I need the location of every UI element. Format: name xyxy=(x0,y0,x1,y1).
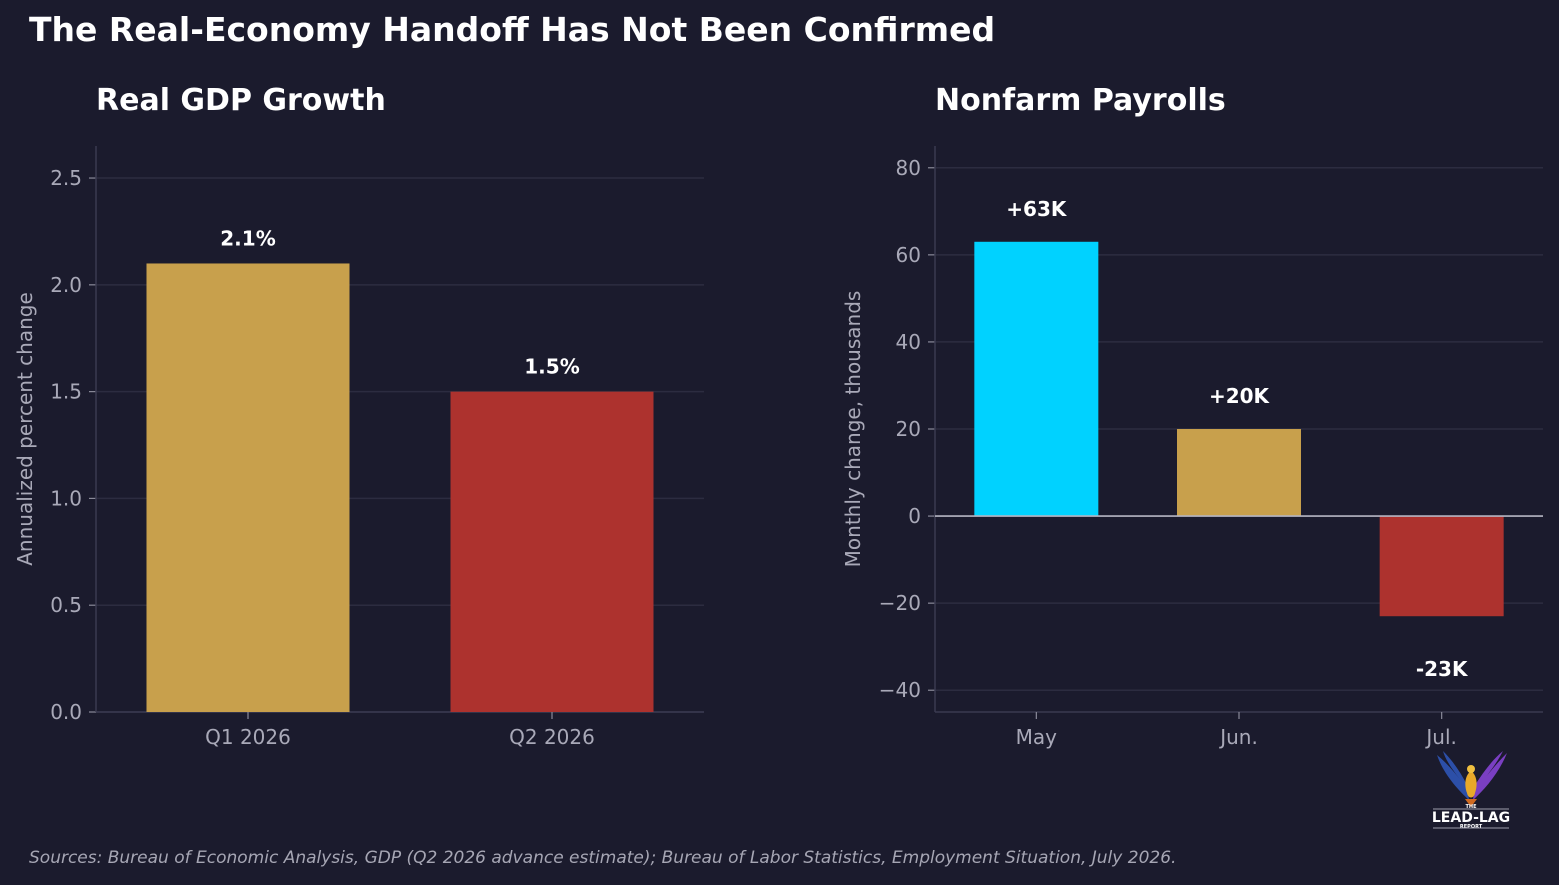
y-tick-label: 0.0 xyxy=(50,700,82,724)
payrolls-chart-panel: Nonfarm Payrolls −40 −20 0 20 40 60 80 Monthly c… xyxy=(841,83,1543,749)
data-label: 1.5% xyxy=(524,355,579,379)
gdp-y-axis-title: Annualized percent change xyxy=(13,292,37,566)
data-label: +63K xyxy=(1006,197,1068,221)
gdp-chart-panel: Real GDP Growth 0.0 0.5 1.0 1.5 2.0 2.5 Annuali… xyxy=(13,83,704,749)
logo-text-bottom: REPORT xyxy=(1460,824,1483,830)
bar-q1-2026 xyxy=(146,263,350,712)
x-tick-label: Jun. xyxy=(1218,725,1258,749)
page-title: The Real-Economy Handoff Has Not Been Co… xyxy=(29,10,996,49)
y-tick-label: 20 xyxy=(896,417,921,441)
y-tick-label: 0.5 xyxy=(50,593,82,617)
data-label: +20K xyxy=(1209,384,1271,408)
y-tick-label: 80 xyxy=(896,156,921,180)
y-tick-label: 0 xyxy=(908,504,921,528)
bar-q2-2026 xyxy=(450,391,654,712)
phoenix-body-icon xyxy=(1465,771,1477,798)
logo-text-main: LEAD-LAG xyxy=(1432,810,1510,826)
logo-text-top: THE xyxy=(1465,804,1477,810)
x-tick-label: May xyxy=(1016,725,1058,749)
data-label: 2.1% xyxy=(220,226,275,250)
phoenix-right-wing-icon xyxy=(1473,751,1507,800)
bar-may xyxy=(974,241,1099,517)
y-tick-label: −20 xyxy=(879,591,921,615)
gdp-chart-title: Real GDP Growth xyxy=(96,83,386,118)
data-label: -23K xyxy=(1416,657,1469,681)
x-tick-label: Jul. xyxy=(1424,725,1457,749)
lead-lag-report-logo: THE LEAD-LAG REPORT xyxy=(1432,751,1510,830)
y-tick-label: 1.0 xyxy=(50,486,82,510)
phoenix-head-icon xyxy=(1467,765,1475,773)
x-tick-label: Q1 2026 xyxy=(205,725,291,749)
sources-note: Sources: Bureau of Economic Analysis, GD… xyxy=(29,848,1177,868)
y-tick-label: 2.5 xyxy=(50,166,82,190)
bar-jul xyxy=(1379,516,1504,617)
y-tick-label: 60 xyxy=(896,243,921,267)
y-tick-label: 40 xyxy=(896,330,921,354)
y-tick-label: 1.5 xyxy=(50,380,82,404)
payrolls-chart-title: Nonfarm Payrolls xyxy=(935,83,1226,118)
y-tick-label: −40 xyxy=(879,678,921,702)
x-tick-label: Q2 2026 xyxy=(509,725,595,749)
phoenix-tail-icon xyxy=(1465,799,1477,807)
y-tick-label: 2.0 xyxy=(50,273,82,297)
payrolls-y-axis-title: Monthly change, thousands xyxy=(841,291,865,568)
bar-jun xyxy=(1177,429,1301,517)
phoenix-left-wing-icon xyxy=(1437,751,1469,800)
